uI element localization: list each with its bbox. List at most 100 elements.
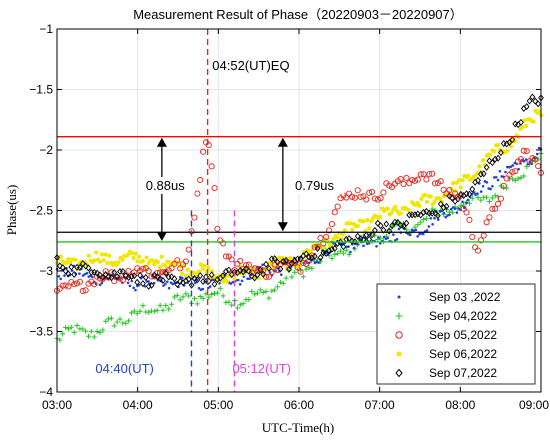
y-tick-label: −1.5 [29,83,53,97]
data-point [486,198,492,204]
data-point [120,257,125,262]
data-point [106,316,112,322]
data-point [143,284,147,288]
data-point [128,284,132,288]
data-point [108,315,114,321]
data-point [350,227,355,232]
data-point [197,294,203,300]
data-point [417,203,422,208]
data-point [363,196,370,203]
data-point [449,194,456,202]
data-point [378,214,383,220]
x-tick-label: 03:00 [42,398,72,412]
data-point [147,280,150,283]
data-point [492,205,499,212]
data-point [475,176,481,184]
data-point [425,229,429,232]
data-point [518,118,524,126]
data-point [444,215,447,219]
data-point [420,171,427,178]
data-point [157,269,164,276]
data-point [193,281,197,285]
data-point [423,216,429,222]
data-point [397,227,401,231]
data-point [266,264,272,272]
data-point [303,266,309,272]
data-point [111,278,118,285]
data-point [451,180,456,186]
data-point [139,265,146,272]
data-point [326,247,332,255]
data-point [386,227,393,235]
annotation-2: 0.79us [295,178,335,193]
data-point [383,220,390,228]
data-point [537,109,542,114]
data-point [283,256,289,264]
data-point [361,219,366,224]
data-point [446,192,453,200]
data-point [418,219,424,225]
data-point [243,265,249,273]
data-point [385,206,390,211]
data-point [198,262,203,267]
data-point [200,148,207,155]
data-point [119,277,126,284]
data-point [535,152,539,156]
y-tick-label: −3 [39,264,53,278]
data-point [477,237,484,244]
data-point [521,173,527,179]
data-point [480,232,487,239]
data-point [151,271,158,279]
data-point [403,219,410,227]
data-point [101,258,106,263]
data-point [73,257,78,262]
data-point [119,267,126,275]
data-point [261,263,264,267]
data-point [535,100,542,108]
data-point [489,159,496,167]
data-point [481,184,485,188]
data-point [432,199,437,205]
data-point [94,250,99,255]
series-2 [53,139,545,295]
data-point [157,275,163,283]
data-point [512,168,519,175]
data-point [237,266,244,274]
data-point [165,280,169,284]
data-point [229,282,233,285]
data-point [214,225,221,232]
data-point [495,154,501,162]
data-point [131,272,138,280]
data-point [436,218,440,221]
data-point [222,253,230,260]
data-point [429,216,433,220]
data-point [194,301,200,307]
data-point [308,252,315,259]
x-tick-label: 05:00 [203,398,233,412]
data-point [393,204,398,210]
data-point [71,271,78,279]
legend-box [376,283,536,385]
data-point [306,265,312,271]
data-point [91,281,98,288]
data-point [197,286,201,290]
data-point [488,152,493,157]
data-point [411,177,419,184]
data-point [414,228,418,232]
data-point [159,254,164,259]
y-tick-label: −4 [39,385,53,399]
data-point [354,187,361,194]
y-axis-label: Phase(us) [4,185,19,236]
annotation-0: 04:52(UT)EQ [212,58,289,73]
data-point [177,297,183,303]
data-point [225,266,232,274]
data-point [414,176,421,183]
data-point [424,199,430,205]
data-point [151,308,157,314]
data-point [163,303,169,309]
legend-marker [397,295,401,299]
data-point [163,263,168,269]
data-point [375,244,378,248]
annotation-4: 05:12(UT) [232,361,291,376]
data-point [417,171,424,178]
